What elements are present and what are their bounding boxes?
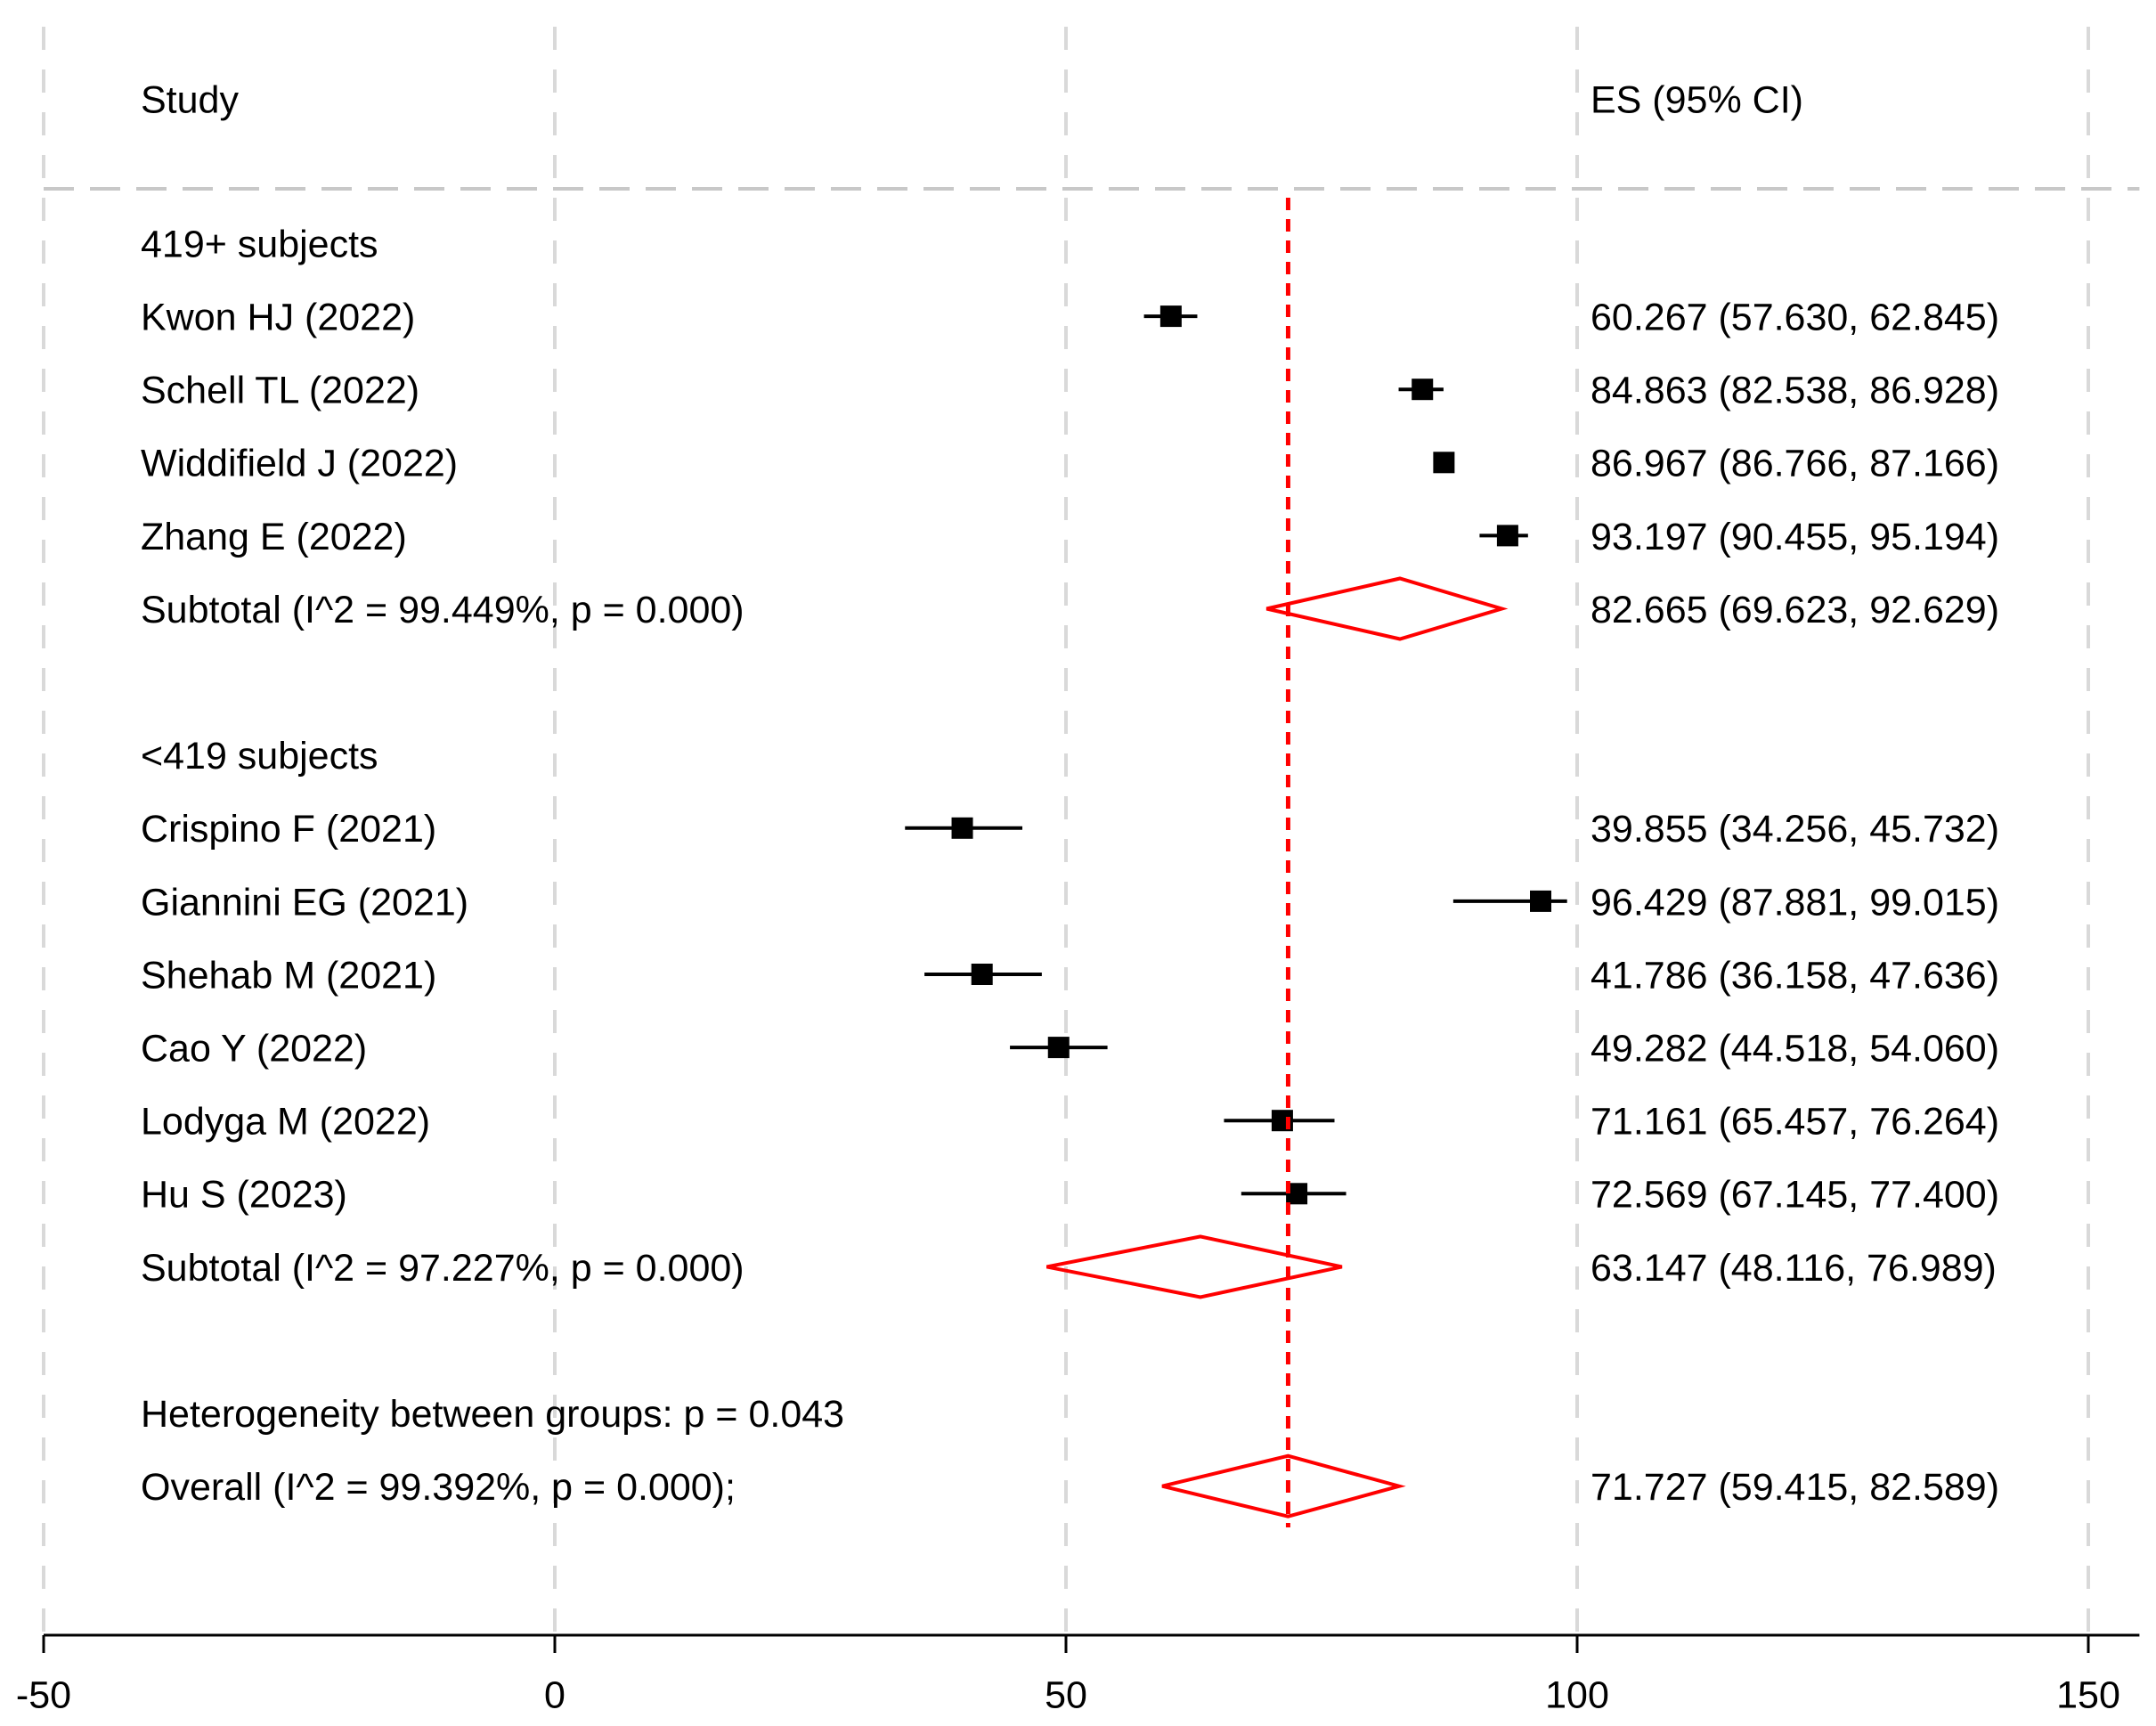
point-marker-10: [971, 964, 993, 985]
row-label-17: Overall (I^2 = 99.392%, p = 0.000);: [141, 1466, 736, 1509]
subtotal-diamond-5: [1265, 576, 1509, 641]
row-label-13: Hu S (2023): [141, 1174, 347, 1217]
row-label-11: Cao Y (2022): [141, 1027, 367, 1070]
x-tick-label-3: 100: [1545, 1673, 1609, 1716]
row-label-16: Heterogeneity between groups: p = 0.043: [141, 1393, 844, 1436]
row-label-10: Shehab M (2021): [141, 954, 436, 997]
row-es-13: 72.569 (67.145, 77.400): [1591, 1174, 1999, 1217]
row-label-8: Crispino F (2021): [141, 808, 436, 851]
row-label-3: Widdifield J (2022): [141, 443, 458, 485]
row-label-0: 419+ subjects: [141, 223, 378, 265]
row-label-5: Subtotal (I^2 = 99.449%, p = 0.000): [141, 589, 744, 631]
row-es-11: 49.282 (44.518, 54.060): [1591, 1027, 1999, 1070]
header-es: ES (95% CI): [1591, 78, 1803, 121]
row-es-2: 84.863 (82.538, 86.928): [1591, 370, 1999, 412]
subtotal-diamond-14: [1045, 1234, 1343, 1299]
x-tick-label-1: 0: [544, 1673, 565, 1716]
row-es-17: 71.727 (59.415, 82.589): [1591, 1466, 1999, 1509]
x-tick-label-2: 50: [1045, 1673, 1087, 1716]
row-label-2: Schell TL (2022): [141, 370, 419, 412]
point-marker-2: [1412, 379, 1434, 401]
row-es-8: 39.855 (34.256, 45.732): [1591, 808, 1999, 851]
point-marker-3: [1433, 452, 1455, 474]
row-label-1: Kwon HJ (2022): [141, 296, 415, 338]
row-es-12: 71.161 (65.457, 76.264): [1591, 1101, 1999, 1144]
row-es-3: 86.967 (86.766, 87.166): [1591, 443, 1999, 485]
row-es-10: 41.786 (36.158, 47.636): [1591, 954, 1999, 997]
point-marker-1: [1159, 305, 1182, 328]
point-marker-9: [1530, 890, 1552, 912]
row-es-1: 60.267 (57.630, 62.845): [1591, 296, 1999, 338]
row-es-14: 63.147 (48.116, 76.989): [1591, 1247, 1997, 1290]
row-label-7: <419 subjects: [141, 735, 378, 778]
row-es-9: 96.429 (87.881, 99.015): [1591, 881, 1999, 924]
row-label-9: Giannini EG (2021): [141, 881, 468, 924]
row-es-4: 93.197 (90.455, 95.194): [1591, 516, 1999, 558]
overall-diamond-17: [1161, 1453, 1406, 1518]
row-label-14: Subtotal (I^2 = 97.227%, p = 0.000): [141, 1247, 744, 1290]
row-label-12: Lodyga M (2022): [141, 1101, 430, 1144]
x-tick-label-4: 150: [2056, 1673, 2120, 1716]
row-es-5: 82.665 (69.623, 92.629): [1591, 589, 1999, 631]
point-marker-8: [951, 817, 973, 839]
x-tick-label-0: -50: [16, 1673, 71, 1716]
point-marker-11: [1047, 1037, 1070, 1059]
header-study: Study: [141, 78, 239, 121]
point-marker-4: [1496, 525, 1518, 547]
row-label-4: Zhang E (2022): [141, 516, 407, 558]
